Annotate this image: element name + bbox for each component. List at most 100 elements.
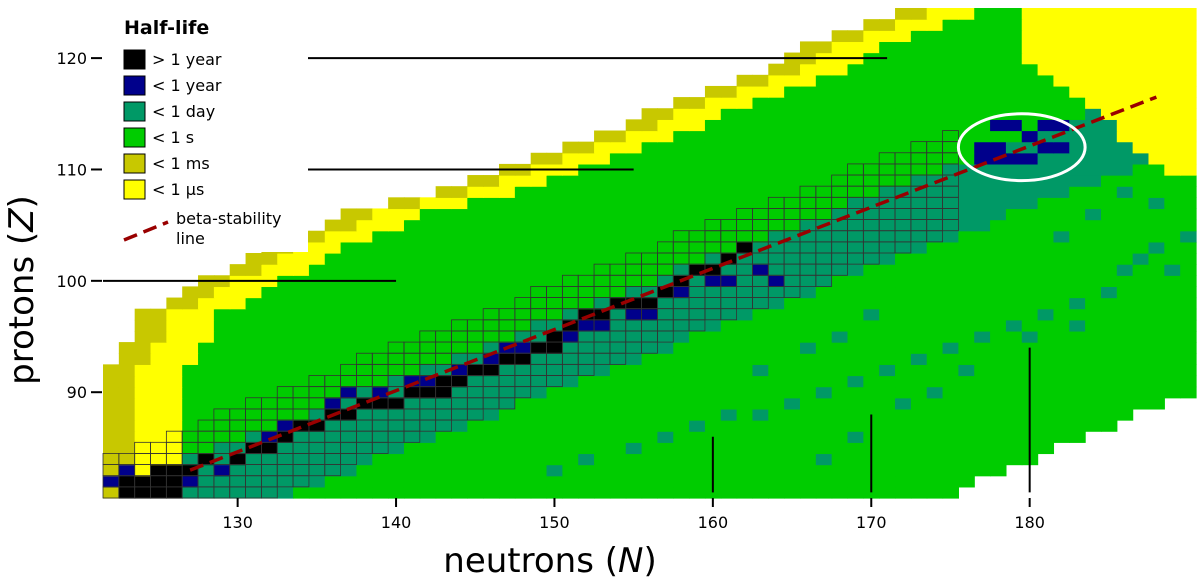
nuclide-cell: [483, 319, 500, 332]
nuclide-cell: [704, 253, 722, 265]
nuclide-cell: [990, 431, 1007, 443]
nuclide-cell: [974, 297, 991, 310]
nuclide-cell: [1100, 230, 1118, 243]
nuclide-cell: [863, 264, 880, 276]
nuclide-cell: [942, 85, 959, 98]
nuclide-cell: [451, 297, 468, 310]
nuclide-cell: [1148, 230, 1165, 243]
nuclide-cell: [1069, 208, 1086, 221]
nuclide-cell: [1164, 74, 1181, 87]
nuclide-cell: [467, 475, 484, 488]
nuclide-cell: [879, 264, 896, 276]
nuclide-cell: [198, 330, 215, 343]
nuclide-cell: [1005, 63, 1023, 76]
nuclide-cell: [720, 97, 738, 109]
nuclide-cell: [546, 241, 563, 254]
nuclide-cell: [530, 175, 548, 187]
nuclide-cell: [166, 464, 183, 477]
nuclide-cell: [419, 442, 437, 455]
nuclide-cell: [926, 186, 944, 198]
nuclide-cell: [1005, 442, 1023, 455]
nuclide-cell: [815, 453, 833, 466]
nuclide-cell: [118, 486, 136, 499]
nuclide-cell: [594, 475, 611, 488]
nuclide-cell: [926, 41, 944, 54]
nuclide-cell: [641, 253, 659, 265]
nuclide-cell: [514, 286, 532, 299]
nuclide-cell: [419, 230, 437, 243]
nuclide-cell: [1021, 141, 1039, 154]
nuclide-cell: [990, 108, 1007, 120]
nuclide-cell: [704, 141, 722, 154]
nuclide-cell: [673, 353, 690, 365]
nuclide-cell: [594, 408, 611, 421]
nuclide-cell: [910, 208, 928, 221]
nuclide-cell: [799, 163, 817, 176]
nuclide-cell: [514, 186, 532, 198]
nuclide-cell: [483, 186, 500, 198]
nuclide-cell: [1005, 74, 1023, 87]
nuclide-cell: [895, 475, 912, 488]
nuclide-cell: [213, 319, 231, 332]
nuclide-cell: [942, 353, 959, 365]
nuclide-cell: [562, 464, 579, 477]
nuclide-cell: [1085, 30, 1102, 43]
nuclide-cell: [356, 264, 373, 276]
nuclide-cell: [277, 264, 294, 276]
nuclide-cell: [435, 431, 453, 443]
nuclide-cell: [388, 353, 405, 365]
nuclide-cell: [831, 330, 849, 343]
nuclide-cell: [831, 442, 849, 455]
nuclide-cell: [134, 453, 152, 466]
nuclide-cell: [372, 319, 389, 332]
nuclide-cell: [451, 442, 468, 455]
nuclide-cell: [1005, 152, 1023, 165]
nuclide-cell: [514, 208, 532, 221]
nuclide-cell: [308, 386, 326, 399]
nuclide-cell: [704, 230, 722, 243]
nuclide-cell: [483, 342, 500, 354]
nuclide-cell: [990, 408, 1007, 421]
nuclide-cell: [990, 175, 1007, 187]
nuclide-cell: [182, 353, 199, 365]
nuclide-cell: [736, 163, 754, 176]
nuclide-cell: [815, 74, 833, 87]
nuclide-cell: [1085, 8, 1102, 20]
nuclide-cell: [467, 397, 484, 410]
nuclide-cell: [578, 397, 595, 410]
nuclide-cell: [388, 397, 405, 410]
nuclide-cell: [134, 386, 152, 399]
nuclide-cell: [245, 308, 263, 321]
nuclide-cell: [799, 119, 817, 132]
nuclide-cell: [1164, 97, 1181, 109]
nuclide-cell: [403, 219, 421, 232]
nuclide-cell: [704, 375, 722, 388]
nuclide-cell: [1164, 163, 1181, 176]
nuclide-cell: [815, 475, 833, 488]
nuclide-cell: [578, 453, 595, 466]
nuclide-cell: [419, 397, 437, 410]
nuclide-cell: [1069, 308, 1086, 321]
nuclide-cell: [1053, 175, 1070, 187]
nuclide-cell: [530, 152, 548, 165]
nuclide-cell: [1148, 19, 1165, 31]
nuclide-cell: [546, 397, 563, 410]
nuclide-cell: [784, 475, 801, 488]
nuclide-cell: [625, 297, 643, 310]
nuclide-cell: [609, 431, 627, 443]
nuclide-cell: [514, 197, 532, 210]
nuclide-cell: [356, 397, 373, 410]
nuclide-cell: [736, 319, 754, 332]
nuclide-cell: [815, 41, 833, 54]
nuclide-cell: [784, 253, 801, 265]
nuclide-cell: [720, 375, 738, 388]
nuclide-cell: [784, 453, 801, 466]
nuclide-cell: [499, 264, 516, 276]
nuclide-cell: [451, 275, 468, 288]
nuclide-cell: [340, 364, 358, 377]
nuclide-cell: [372, 431, 389, 443]
nuclide-cell: [609, 208, 627, 221]
nuclide-cell: [451, 253, 468, 265]
nuclide-cell: [958, 219, 975, 232]
nuclide-cell: [388, 375, 405, 388]
